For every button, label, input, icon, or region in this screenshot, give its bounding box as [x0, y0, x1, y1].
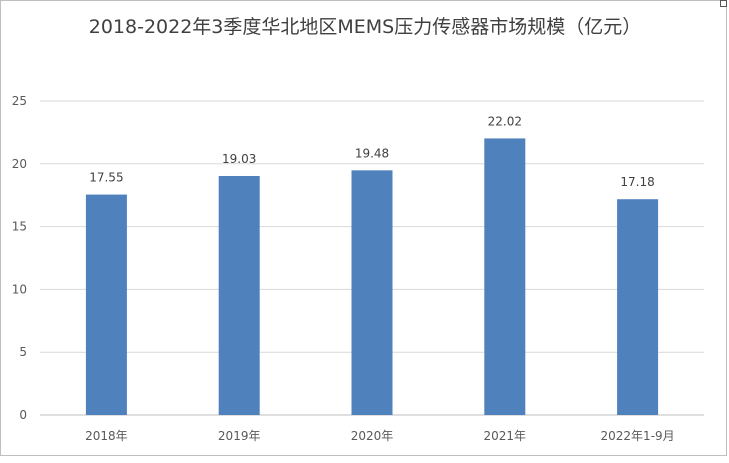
chart-title: 2018-2022年3季度华北地区MEMS压力传感器市场规模（亿元） [88, 16, 642, 38]
y-tick-label-20: 20 [12, 157, 27, 171]
bar-3 [484, 138, 526, 415]
x-tick-label-1: 2019年 [218, 429, 261, 443]
data-label-1: 19.03 [222, 152, 256, 166]
y-tick-label-5: 5 [19, 345, 27, 359]
bars [85, 138, 659, 415]
x-tick-label-0: 2018年 [85, 429, 128, 443]
y-tick-label-0: 0 [19, 408, 27, 422]
y-tick-label-15: 15 [12, 220, 27, 234]
y-axis-ticks: 0 5 10 15 20 25 [12, 94, 27, 422]
resize-handle[interactable] [720, 0, 727, 7]
data-label-3: 22.02 [488, 114, 522, 128]
y-tick-label-25: 25 [12, 94, 27, 108]
bar-1 [218, 175, 260, 415]
data-label-0: 17.55 [89, 171, 123, 185]
y-tick-label-10: 10 [12, 282, 27, 296]
bar-2 [351, 170, 393, 415]
x-axis-ticks: 2018年 2019年 2020年 2021年 2022年1-9月 [85, 429, 675, 443]
data-labels: 17.55 19.03 19.48 22.02 17.18 [89, 114, 655, 189]
data-label-2: 19.48 [355, 146, 389, 160]
x-tick-label-2: 2020年 [351, 429, 394, 443]
bar-4 [617, 199, 659, 415]
x-tick-label-4: 2022年1-9月 [601, 429, 675, 443]
bar-0 [85, 194, 127, 415]
x-tick-label-3: 2021年 [484, 429, 527, 443]
data-label-4: 17.18 [620, 175, 654, 189]
